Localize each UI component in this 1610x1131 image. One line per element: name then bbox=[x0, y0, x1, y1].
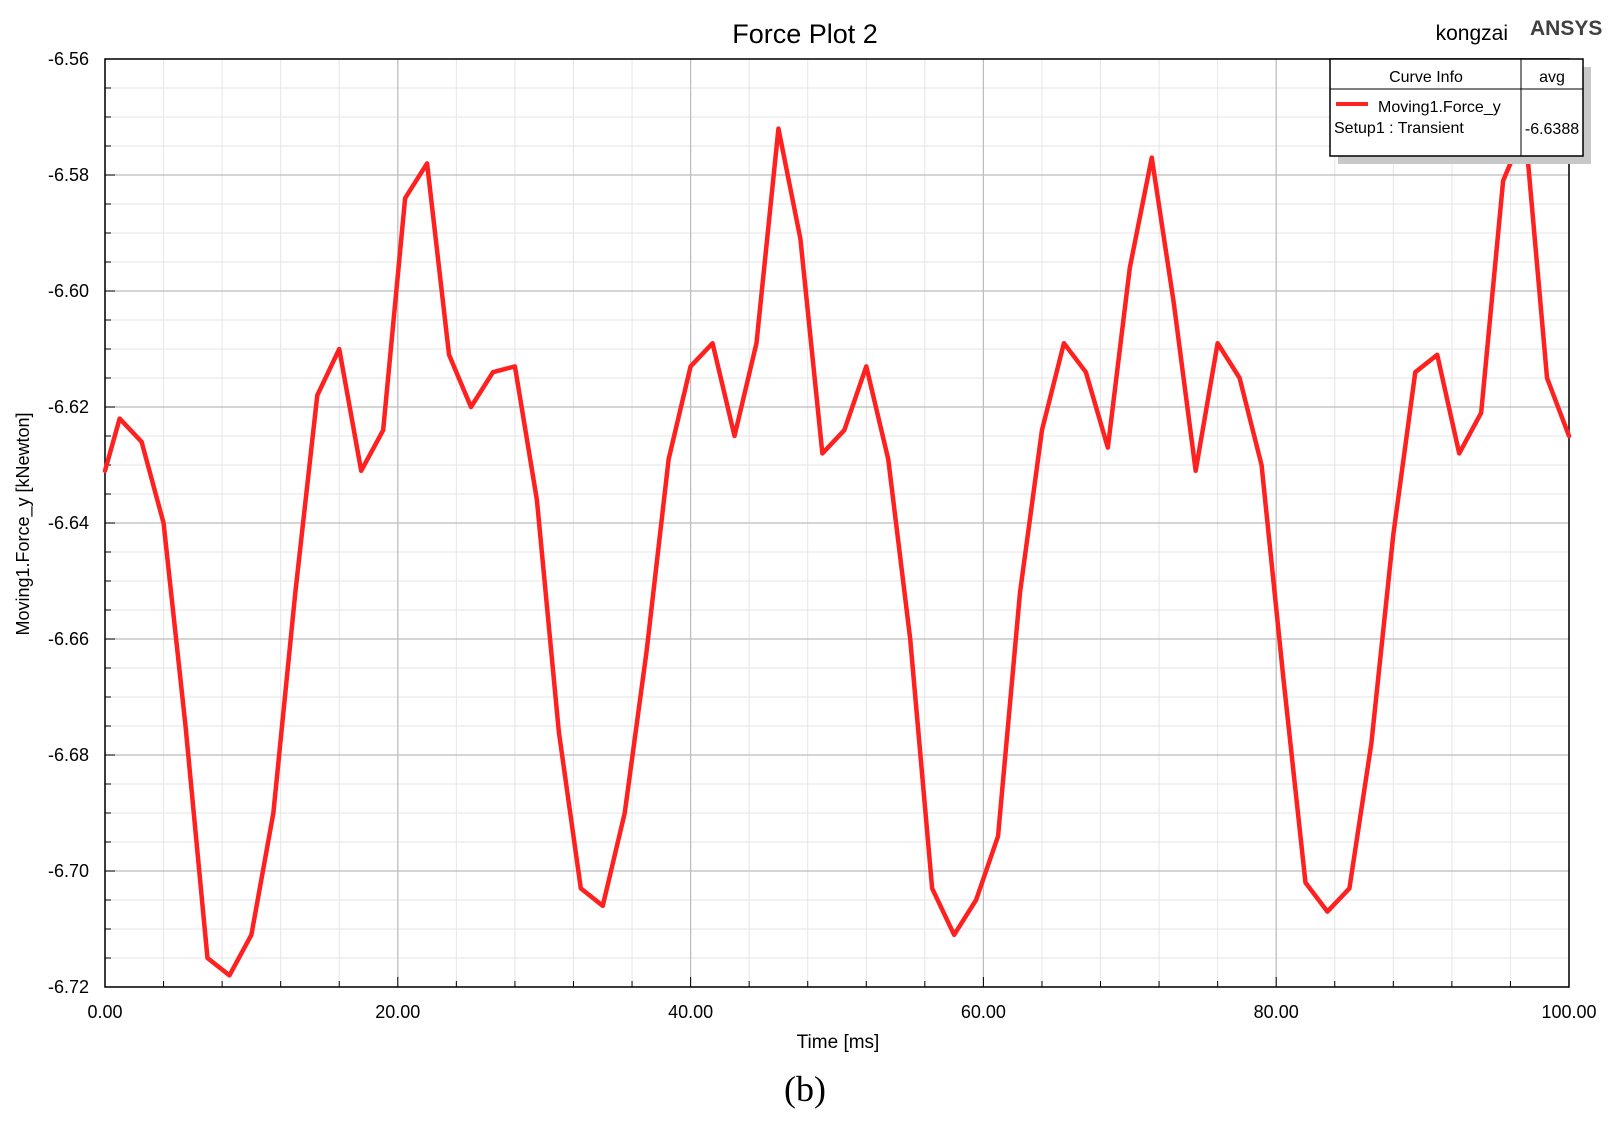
x-tick-label: 20.00 bbox=[375, 1002, 420, 1022]
x-tick-label: 100.00 bbox=[1541, 1002, 1596, 1022]
y-tick-label: -6.56 bbox=[48, 49, 89, 69]
x-tick-label: 40.00 bbox=[668, 1002, 713, 1022]
legend-entry-value: -6.6388 bbox=[1525, 121, 1579, 138]
y-tick-label: -6.64 bbox=[48, 513, 89, 533]
figure-caption: (b) bbox=[784, 1069, 826, 1109]
series-layer bbox=[102, 126, 1572, 978]
y-tick-label: -6.62 bbox=[48, 397, 89, 417]
x-tick-label: 60.00 bbox=[961, 1002, 1006, 1022]
y-tick-label: -6.70 bbox=[48, 861, 89, 881]
legend-header-stat: avg bbox=[1539, 69, 1565, 86]
legend-entry-name: Moving1.Force_y bbox=[1378, 99, 1501, 116]
watermark-brand: ANSYS bbox=[1530, 17, 1602, 40]
y-tick-label: -6.66 bbox=[48, 629, 89, 649]
y-tick-label: -6.58 bbox=[48, 165, 89, 185]
chart-title: Force Plot 2 bbox=[732, 19, 878, 49]
legend-header-name: Curve Info bbox=[1389, 69, 1463, 86]
legend-box: Curve Info avg Moving1.Force_y Setup1 : … bbox=[1329, 58, 1591, 164]
y-tick-label: -6.72 bbox=[48, 977, 89, 997]
x-tick-label: 0.00 bbox=[87, 1002, 122, 1022]
y-tick-label: -6.60 bbox=[48, 281, 89, 301]
x-tick-label: 80.00 bbox=[1254, 1002, 1299, 1022]
grid-layer bbox=[104, 58, 1570, 988]
watermark-user: kongzai bbox=[1436, 22, 1508, 45]
x-axis-label: Time [ms] bbox=[797, 1032, 880, 1053]
y-tick-label: -6.68 bbox=[48, 745, 89, 765]
series-line-0 bbox=[102, 126, 1572, 978]
axis-layer: 0.00 20.00 40.00 60.00 80.00 100.00 -6.56 -6.58… bbox=[48, 49, 1597, 1022]
y-axis-label: Moving1.Force_y [kNewton] bbox=[13, 412, 34, 635]
legend-entry-setup: Setup1 : Transient bbox=[1334, 120, 1464, 137]
